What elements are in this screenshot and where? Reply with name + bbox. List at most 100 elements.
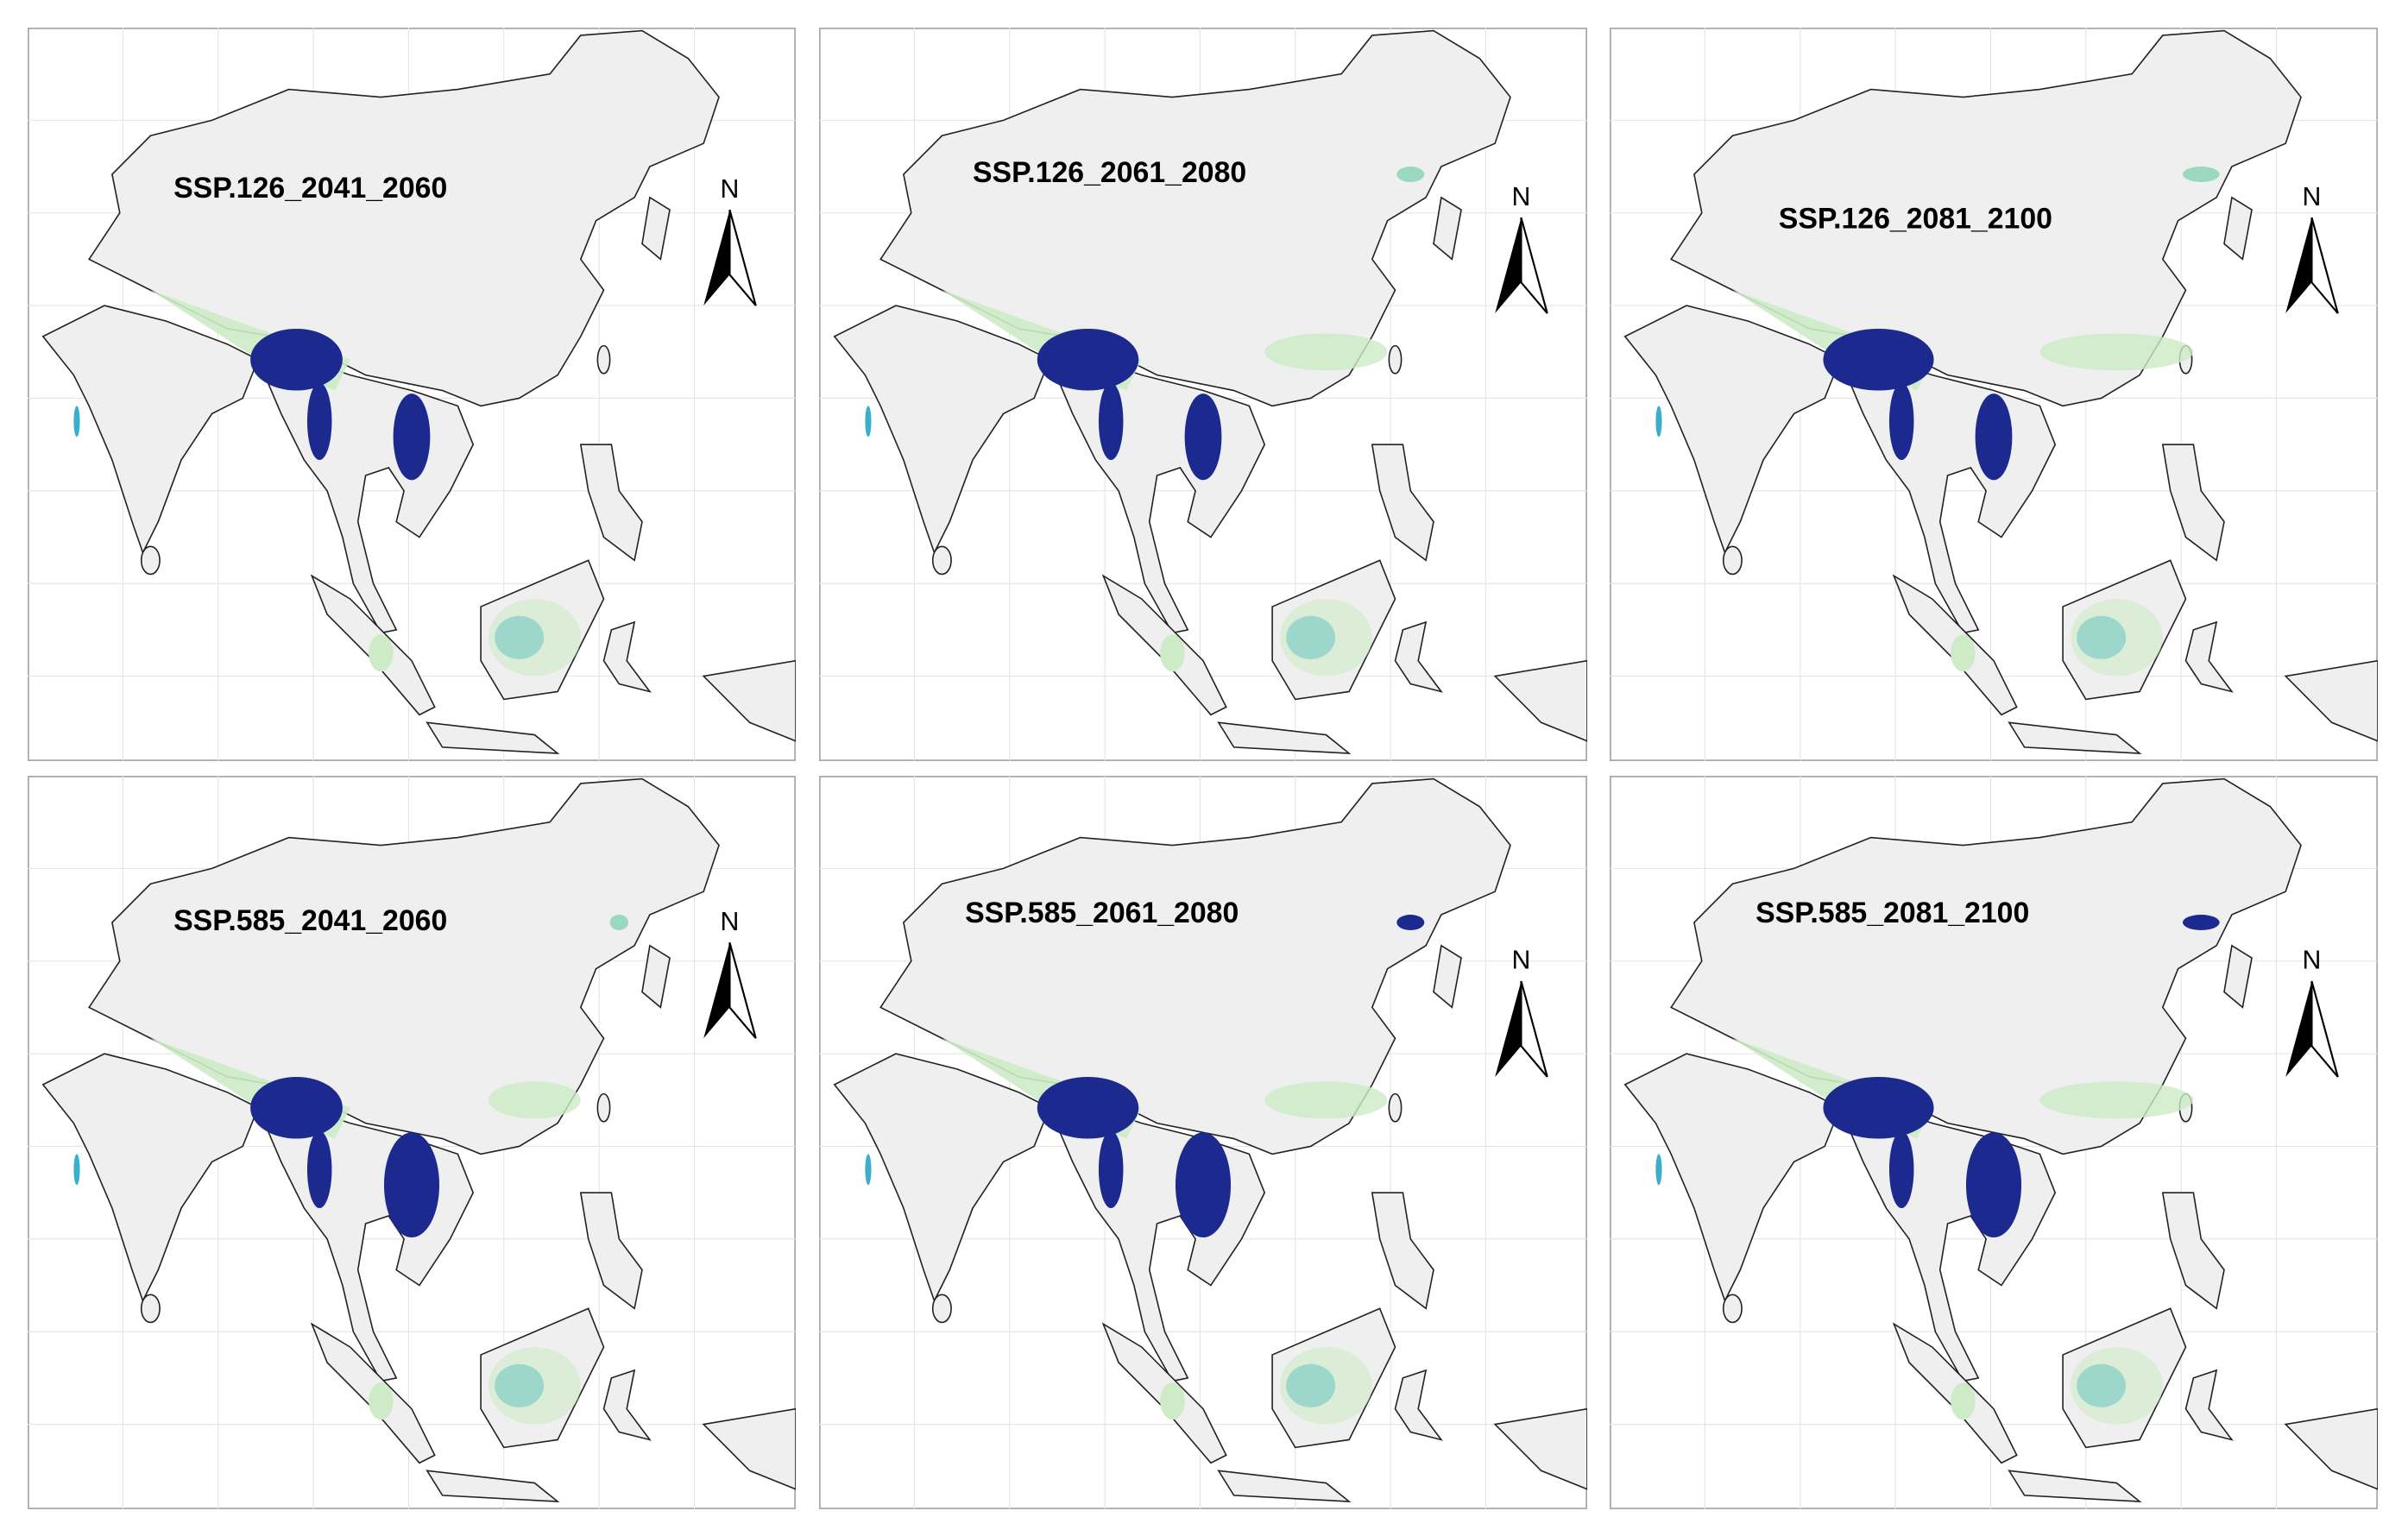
suitability-mid: [1396, 915, 1425, 930]
north-arrow: [2285, 217, 2312, 314]
north-arrow: [1495, 981, 1522, 1077]
landmass: [833, 305, 1051, 555]
landmass: [641, 944, 671, 1009]
landmass: [1493, 659, 1587, 742]
panel-title: SSP.585_2061_2080: [965, 897, 1239, 929]
landmass: [1623, 305, 1842, 555]
suitability-high: [393, 393, 431, 481]
map-panel: SSP.585_2041_2060 N: [28, 776, 796, 1509]
north-label: N: [2303, 183, 2322, 211]
suitability-low: [2039, 333, 2194, 371]
suitability-low: [1951, 1382, 1976, 1420]
landmass: [596, 344, 611, 375]
suitability-high: [1888, 1130, 1914, 1209]
landmass: [931, 1294, 952, 1324]
landmass: [425, 1470, 560, 1502]
suitability-low: [369, 634, 394, 672]
landmass: [140, 545, 161, 576]
landmass: [931, 545, 952, 576]
landmass: [1722, 1294, 1743, 1324]
panel-title: SSP.126_2041_2060: [173, 172, 447, 205]
north-arrow: [728, 941, 757, 1039]
suitability-low: [1280, 1347, 1372, 1425]
landmass: [425, 721, 560, 754]
suitability-low: [2071, 599, 2163, 677]
landmass: [579, 1192, 643, 1310]
landmass: [1722, 545, 1743, 576]
landmass: [2161, 444, 2225, 562]
suitability-high: [1823, 328, 1934, 391]
landmass: [2284, 659, 2378, 742]
suitability-mid: [2182, 915, 2220, 930]
suitability-high: [1975, 393, 2013, 481]
landmass: [602, 1369, 652, 1441]
north-label: N: [721, 908, 740, 936]
map-panel: SSP.585_2081_2100 N: [1610, 776, 2378, 1509]
suitability-high: [250, 1076, 343, 1139]
map-panel: SSP.585_2061_2080 N: [819, 776, 1587, 1509]
north-arrow: [1520, 217, 1548, 314]
landmass: [702, 659, 796, 742]
suitability-high: [1098, 1130, 1124, 1209]
north-arrow: [703, 210, 730, 306]
landmass: [2161, 1192, 2225, 1310]
suitability-low: [1160, 1382, 1185, 1420]
suitability-low: [489, 1081, 581, 1119]
suitability-high: [1965, 1132, 2022, 1238]
north-label: N: [2303, 947, 2322, 975]
suitability-low: [1951, 634, 1976, 672]
landmass: [2008, 721, 2142, 754]
suitability-high: [306, 1130, 332, 1209]
suitability-mid: [73, 1154, 80, 1186]
suitability-high: [1184, 393, 1222, 481]
landmass: [641, 196, 671, 261]
north-arrow: [728, 209, 757, 306]
suitability-mid: [609, 915, 628, 930]
suitability-high: [1823, 1076, 1934, 1139]
suitability-low: [2071, 1347, 2163, 1425]
panel-title: SSP.126_2061_2080: [973, 156, 1246, 189]
landmass: [1493, 1407, 1587, 1490]
map-panel: SSP.126_2081_2100 N: [1610, 28, 2378, 761]
landmass: [140, 1294, 161, 1324]
landmass: [1217, 721, 1352, 754]
landmass: [1394, 620, 1443, 693]
suitability-mid: [2182, 167, 2220, 182]
panel-title: SSP.585_2081_2100: [1756, 897, 2029, 929]
landmass: [41, 1053, 260, 1303]
landmass: [1217, 1470, 1352, 1502]
suitability-low: [1264, 333, 1388, 371]
north-arrow: [1520, 980, 1548, 1078]
suitability-low: [489, 599, 581, 677]
suitability-low: [369, 1382, 394, 1420]
suitability-mid: [865, 1154, 872, 1186]
landmass: [41, 305, 260, 555]
suitability-low: [489, 1347, 581, 1425]
landmass: [579, 444, 643, 562]
suitability-mid: [865, 406, 872, 438]
landmass: [702, 1407, 796, 1490]
suitability-low: [1264, 1081, 1388, 1119]
landmass: [2284, 1407, 2378, 1490]
landmass: [1371, 1192, 1434, 1310]
landmass: [833, 1053, 1051, 1303]
suitability-high: [250, 328, 343, 391]
suitability-high: [306, 382, 332, 461]
landmass: [2008, 1470, 2142, 1502]
suitability-high: [1098, 382, 1124, 461]
north-label: N: [1512, 183, 1531, 211]
landmass: [1433, 196, 1462, 261]
north-label: N: [721, 175, 740, 204]
landmass: [596, 1092, 611, 1123]
north-label: N: [1512, 947, 1531, 975]
landmass: [1394, 1369, 1443, 1441]
suitability-low: [2039, 1081, 2194, 1119]
suitability-high: [383, 1132, 440, 1238]
landmass: [1623, 1053, 1842, 1303]
north-arrow: [2310, 217, 2339, 314]
suitability-mid: [1655, 1154, 1662, 1186]
suitability-high: [1037, 1076, 1139, 1139]
landmass: [2184, 620, 2234, 693]
